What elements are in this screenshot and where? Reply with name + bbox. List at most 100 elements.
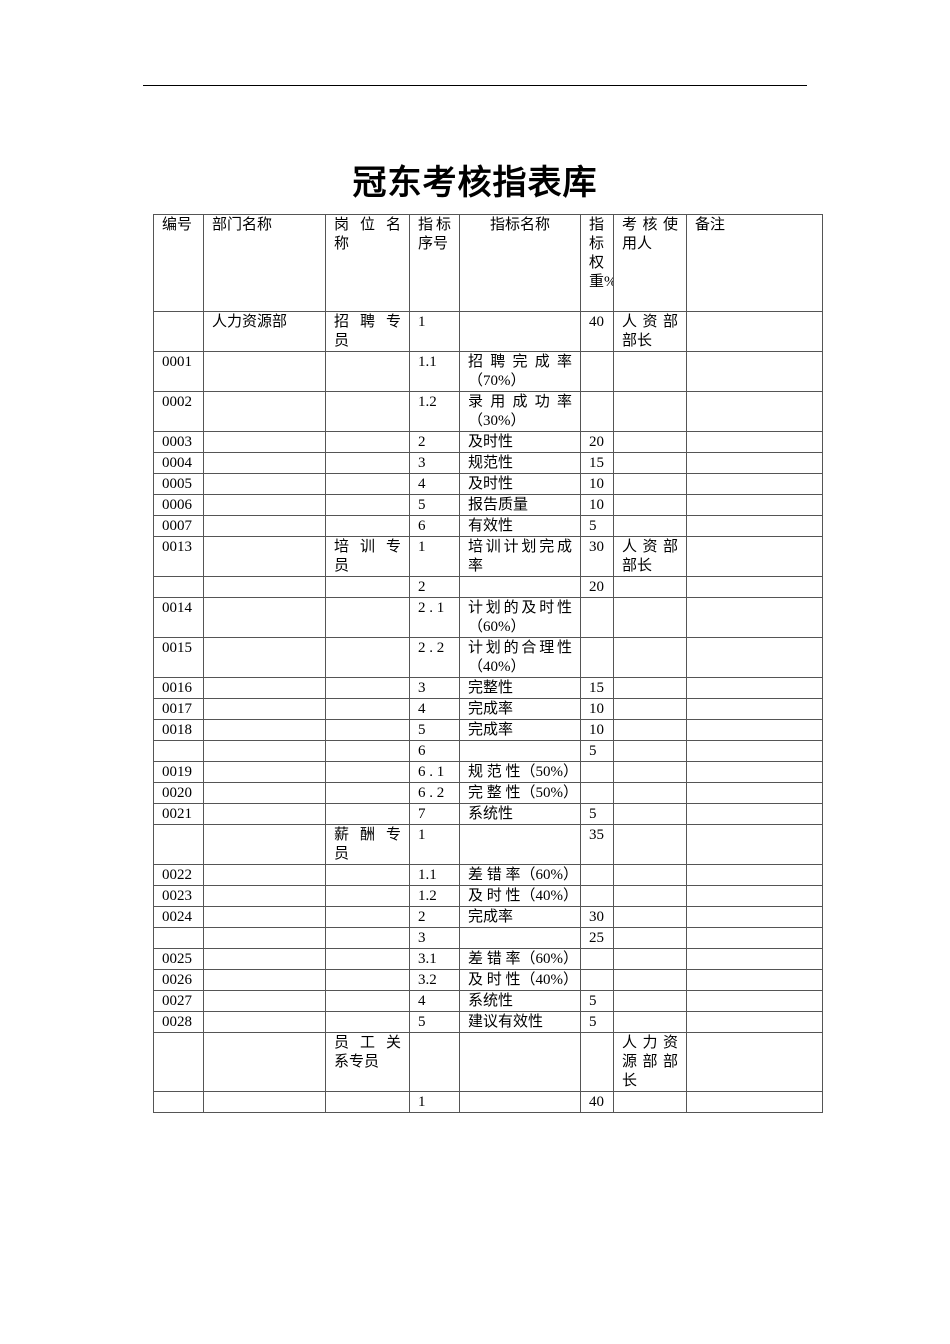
cell-index-name: 完成率: [459, 698, 581, 720]
cell-remark: [686, 782, 823, 804]
cell-index-no: 5: [409, 494, 460, 516]
cell-index-no: 3: [409, 677, 460, 699]
cell-weight: 5: [580, 740, 614, 762]
cell-index-no: 1.2: [409, 391, 460, 432]
cell-weight: [580, 782, 614, 804]
cell-index-name: 录 用 成 功 率（30%）: [459, 391, 581, 432]
cell-position: [325, 452, 410, 474]
cell-assessor: [613, 906, 687, 928]
cell-department: [203, 597, 326, 638]
cell-assessor: [613, 473, 687, 495]
table-row: 薪 酬 专 员 1 35: [153, 824, 823, 865]
cell-remark: [686, 969, 823, 991]
cell-id: 0027: [153, 990, 204, 1012]
cell-index-name: 及 时 性（40%）: [459, 885, 581, 907]
cell-id: 0022: [153, 864, 204, 886]
cell-index-name: 招 聘 完 成 率（70%）: [459, 351, 581, 392]
cell-remark: [686, 948, 823, 970]
cell-remark: [686, 990, 823, 1012]
cell-remark: [686, 431, 823, 453]
cell-department: [203, 452, 326, 474]
cell-id: 0001: [153, 351, 204, 392]
cell-index-no: 7: [409, 803, 460, 825]
table-row: 0004 3 规范性 15: [153, 452, 823, 474]
cell-weight: 5: [580, 990, 614, 1012]
cell-id: 0003: [153, 431, 204, 453]
cell-assessor: [613, 824, 687, 865]
cell-remark: [686, 536, 823, 577]
cell-weight: 20: [580, 576, 614, 598]
cell-weight: 5: [580, 803, 614, 825]
table-row: 0025 3.1 差 错 率（60%）: [153, 948, 823, 970]
cell-weight: 10: [580, 698, 614, 720]
table-row: 0014 2 . 1 计划的及时性（60%）: [153, 597, 823, 638]
cell-remark: [686, 885, 823, 907]
table-row: 0003 2 及时性 20: [153, 431, 823, 453]
cell-index-no: 2 . 1: [409, 597, 460, 638]
cell-index-name: 差 错 率（60%）: [459, 948, 581, 970]
table-row: 2 20: [153, 576, 823, 598]
cell-assessor: [613, 864, 687, 886]
table-row: 1 40: [153, 1091, 823, 1113]
cell-assessor: [613, 452, 687, 474]
cell-position: [325, 906, 410, 928]
cell-weight: [580, 351, 614, 392]
cell-position: [325, 597, 410, 638]
cell-id: 0024: [153, 906, 204, 928]
cell-index-no: 3.2: [409, 969, 460, 991]
cell-department: [203, 391, 326, 432]
cell-department: [203, 864, 326, 886]
cell-assessor: [613, 677, 687, 699]
cell-position: [325, 948, 410, 970]
cell-index-name: 系统性: [459, 803, 581, 825]
cell-weight: 30: [580, 906, 614, 928]
cell-department: [203, 698, 326, 720]
table-row: 0024 2 完成率 30: [153, 906, 823, 928]
cell-position: [325, 885, 410, 907]
cell-index-name: [459, 1032, 581, 1092]
cell-position: [325, 576, 410, 598]
cell-index-no: 1: [409, 824, 460, 865]
header-department: 部门名称: [203, 214, 326, 312]
cell-assessor: [613, 1011, 687, 1033]
table-row: 0017 4 完成率 10: [153, 698, 823, 720]
cell-id: [153, 1032, 204, 1092]
cell-department: 人力资源部: [203, 311, 326, 352]
cell-weight: 25: [580, 927, 614, 949]
cell-index-no: 1.1: [409, 351, 460, 392]
cell-weight: 30: [580, 536, 614, 577]
cell-id: 0025: [153, 948, 204, 970]
cell-remark: [686, 677, 823, 699]
cell-id: 0019: [153, 761, 204, 783]
cell-assessor: [613, 391, 687, 432]
table-row: 0018 5 完成率 10: [153, 719, 823, 741]
table-row: 0022 1.1 差 错 率（60%）: [153, 864, 823, 886]
cell-index-name: 系统性: [459, 990, 581, 1012]
cell-index-no: 6: [409, 740, 460, 762]
cell-id: [153, 740, 204, 762]
cell-assessor: [613, 927, 687, 949]
table-row: 员 工 关 系专员 人力资源部部长: [153, 1032, 823, 1092]
cell-position: [325, 515, 410, 537]
cell-id: [153, 311, 204, 352]
header-position: 岗 位 名 称: [325, 214, 410, 312]
cell-department: [203, 824, 326, 865]
table-row: 0002 1.2 录 用 成 功 率（30%）: [153, 391, 823, 432]
table-row: 0005 4 及时性 10: [153, 473, 823, 495]
cell-weight: [580, 391, 614, 432]
cell-id: 0007: [153, 515, 204, 537]
cell-index-no: 4: [409, 473, 460, 495]
cell-assessor: [613, 515, 687, 537]
cell-assessor: [613, 576, 687, 598]
cell-id: 0005: [153, 473, 204, 495]
cell-index-no: 6 . 1: [409, 761, 460, 783]
header-remark: 备注: [686, 214, 823, 312]
cell-department: [203, 431, 326, 453]
cell-assessor: [613, 885, 687, 907]
cell-position: [325, 698, 410, 720]
header-id: 编号: [153, 214, 204, 312]
cell-id: 0018: [153, 719, 204, 741]
cell-weight: 15: [580, 677, 614, 699]
cell-remark: [686, 761, 823, 783]
